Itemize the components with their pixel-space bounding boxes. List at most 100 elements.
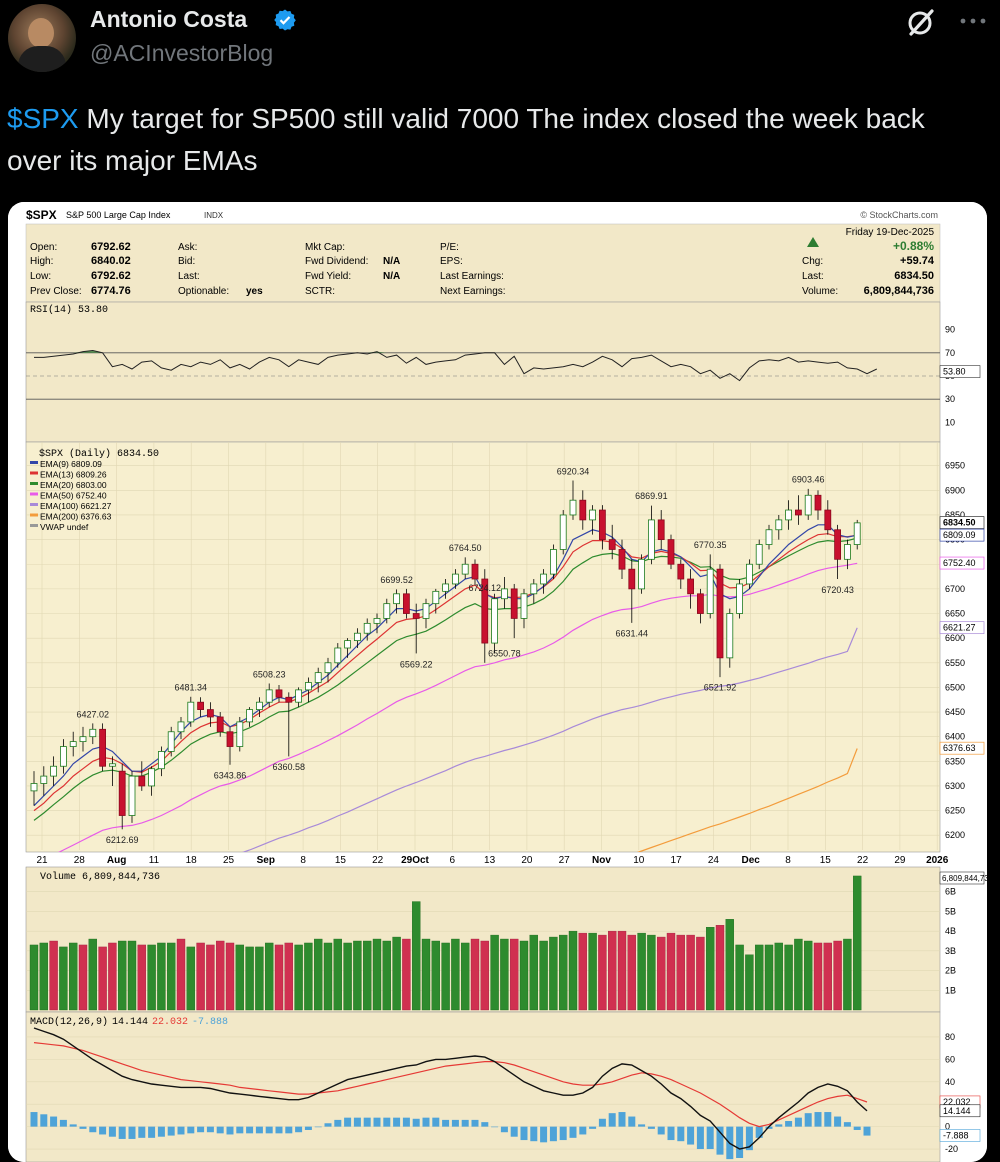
macd-histogram-bar	[579, 1126, 587, 1135]
candle-down	[206, 709, 214, 718]
high-value: 6840.02	[91, 255, 131, 267]
macd-histogram-bar	[687, 1126, 695, 1145]
candle-up	[765, 529, 773, 545]
candle-up	[324, 662, 332, 674]
candle-down	[618, 549, 626, 570]
macd-histogram-bar	[559, 1126, 567, 1141]
volume-bar-up	[804, 940, 813, 1011]
avatar[interactable]	[8, 4, 76, 72]
price-annotation: 6724.12	[469, 583, 502, 593]
chart-image[interactable]: $SPX S&P 500 Large Cap Index INDX © Stoc…	[8, 202, 987, 1162]
candle-down	[667, 539, 675, 565]
volume-bar-down	[480, 940, 489, 1011]
price-right-label: 6621.27	[943, 623, 976, 633]
chart-copyright: © StockCharts.com	[860, 210, 938, 220]
x-axis-label: 24	[708, 855, 720, 866]
volume-bar-down	[225, 942, 235, 1011]
macd-histogram-bar	[657, 1126, 665, 1135]
volume-bar-up	[431, 940, 440, 1011]
legend-swatch	[30, 461, 38, 464]
x-axis-label: 29Oct	[401, 855, 429, 866]
volume-bar-down	[833, 940, 842, 1011]
macd-histogram-bar	[432, 1117, 440, 1127]
volume-bar-up	[735, 944, 744, 1011]
macd-histogram-bar	[206, 1126, 214, 1133]
fwd-yield-value: N/A	[383, 271, 400, 282]
fwd-dividend-label: Fwd Dividend:	[305, 256, 368, 267]
candle-up	[706, 568, 714, 614]
up-arrow-icon	[807, 237, 819, 247]
volume-bar-up	[529, 934, 538, 1011]
ask-label: Ask:	[178, 242, 197, 253]
price-right-label: 6376.63	[943, 743, 976, 753]
x-axis-label: 21	[36, 855, 48, 866]
macd-histogram-bar	[79, 1126, 87, 1129]
bid-label: Bid:	[178, 256, 195, 267]
macd-value-box	[939, 1104, 981, 1118]
cashtag-link[interactable]: $SPX	[7, 103, 79, 134]
legend-item: EMA(9) 6809.09	[40, 459, 102, 469]
volume-bar-down	[196, 942, 205, 1011]
x-axis-label: 15	[820, 855, 832, 866]
x-axis-label: 6	[450, 855, 456, 866]
macd-histogram-bar	[275, 1126, 283, 1134]
rsi-tick-label: 70	[945, 348, 955, 358]
rsi-line	[34, 349, 878, 382]
volume-bar-down	[617, 930, 627, 1011]
candle-up	[785, 509, 792, 521]
more-icon[interactable]	[958, 6, 988, 36]
rsi-panel	[25, 301, 941, 443]
macd-histogram-bar	[334, 1119, 342, 1127]
macd-histogram-bar	[765, 1126, 773, 1129]
macd-histogram-bar	[589, 1126, 597, 1129]
macd-histogram-bar	[451, 1119, 459, 1127]
candle-down	[118, 770, 126, 816]
volume-bar-down	[696, 936, 705, 1011]
avatar-body	[18, 46, 66, 72]
volume-bar-up	[392, 936, 401, 1011]
rsi-layer: 907050301053.80	[26, 325, 981, 427]
candle-up	[265, 689, 273, 703]
x-axis-label: 20	[521, 855, 533, 866]
grok-icon[interactable]	[905, 6, 937, 38]
author-name[interactable]: Antonio Costa	[90, 6, 248, 32]
price-tick-label: 6200	[945, 830, 965, 840]
price-annotation: 6631.44	[616, 629, 649, 639]
candle-up	[540, 573, 547, 585]
candle-up	[432, 590, 440, 605]
candle-up	[491, 598, 499, 644]
volume-bar-up	[333, 938, 342, 1011]
x-axis-label: 15	[335, 855, 347, 866]
macd-histogram-bar	[843, 1122, 851, 1127]
macd-histogram-bar	[540, 1126, 548, 1143]
macd-histogram-bar	[383, 1117, 391, 1127]
macd-histogram-bar	[442, 1119, 450, 1127]
macd-title-label: MACD(12,26,9)	[30, 1016, 108, 1028]
candle-up	[157, 751, 165, 770]
price-right-label: 6752.40	[943, 558, 976, 568]
candle-up	[89, 728, 97, 738]
x-axis-label: 29	[894, 855, 906, 866]
chg-label: Chg:	[802, 256, 823, 267]
candle-up	[648, 519, 655, 560]
volume-bar-up	[559, 934, 568, 1011]
macd-histogram-bar	[745, 1126, 753, 1151]
macd-histogram-bar	[108, 1126, 116, 1137]
volume-bar-up	[69, 942, 78, 1011]
x-axis-label: 28	[74, 855, 86, 866]
volume-tick-label: 3B	[945, 946, 956, 956]
candle-down	[716, 568, 724, 659]
volume-bar-down	[206, 944, 215, 1011]
candle-up	[128, 775, 136, 816]
price-tick-label: 6850	[945, 510, 965, 520]
macd-tick-label: 80	[945, 1032, 955, 1042]
macd-histogram-bar	[696, 1126, 704, 1150]
candle-up	[383, 603, 391, 619]
author-handle[interactable]: @ACInvestorBlog	[90, 40, 274, 66]
price-right-box	[939, 621, 985, 635]
macd-histogram-bar	[314, 1126, 322, 1128]
volume-bar-down	[598, 934, 607, 1011]
macd-histogram-bar	[353, 1117, 361, 1127]
low-label: Low:	[30, 271, 51, 282]
